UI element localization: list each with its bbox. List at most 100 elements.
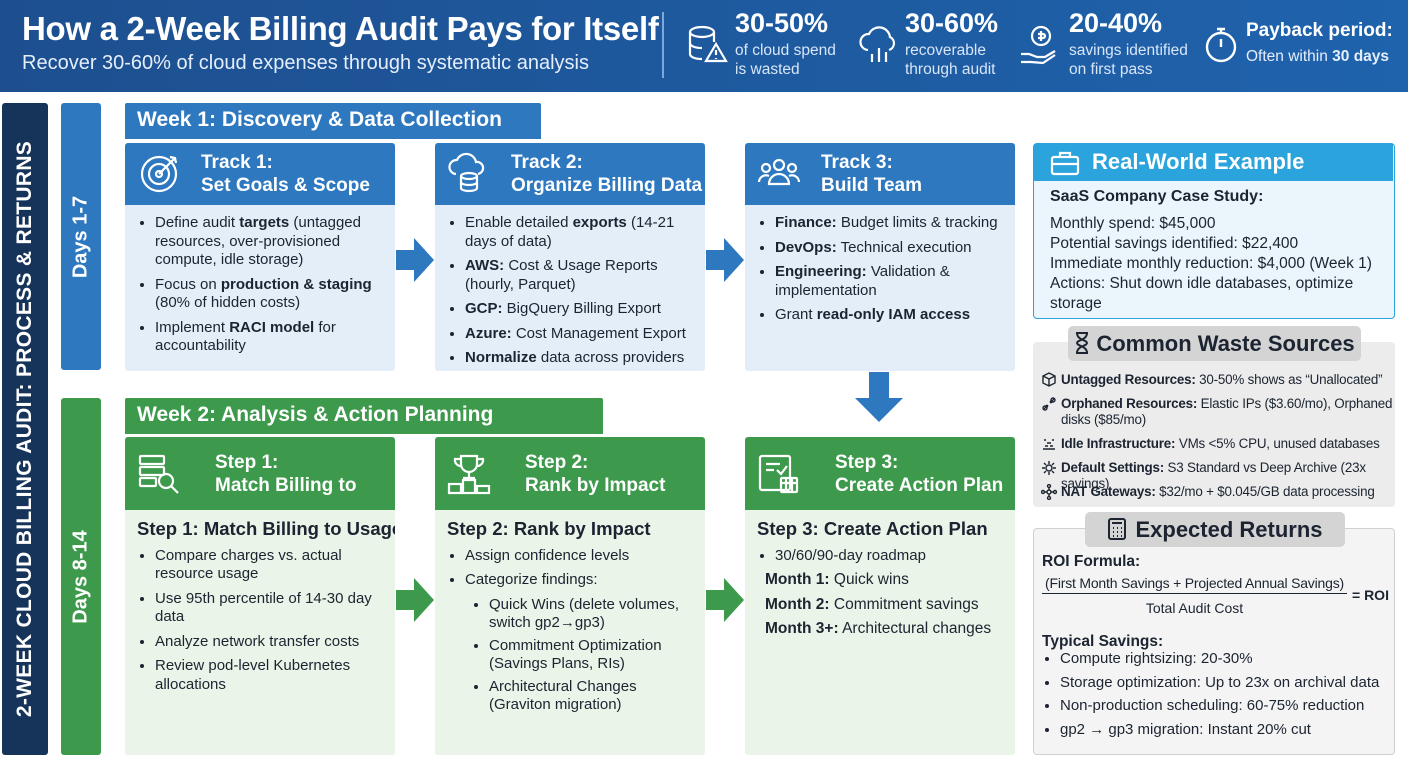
calculator-icon	[1108, 518, 1127, 540]
savings-list: Compute rightsizing: 20-30%Storage optim…	[1042, 647, 1379, 741]
database-warning-icon	[688, 25, 728, 63]
bold-run: Azure:	[465, 324, 512, 342]
text-run: BigQuery Billing Export	[502, 300, 661, 317]
sub-item: Quick Wins (delete volumes, switch gp2→g…	[489, 596, 695, 633]
bullet-item: Compare charges vs. actual resource usag…	[155, 547, 385, 584]
arrow	[396, 578, 434, 622]
bullet-item: Focus on production & staging (80% of hi…	[155, 276, 385, 313]
bullet-item: AWS: Cost & Usage Reports (hourly, Parqu…	[465, 257, 695, 294]
bullet-list: Compare charges vs. actual resource usag…	[137, 547, 385, 695]
card-header: Step 2: Rank by Impact	[435, 437, 705, 510]
card-icon	[758, 454, 799, 493]
example-line: Potential savings identified: $22,400	[1050, 235, 1299, 252]
text-run: S3 Standard vs Deep Archive (23x savings…	[1061, 460, 1366, 491]
waste-item: NAT Gateways: $32/mo + $0.045/GB data pr…	[1041, 484, 1393, 500]
stat-label: of cloud spend is wasted	[735, 42, 836, 78]
cloud-chart-icon	[859, 26, 896, 62]
bullet-item: Implement RACI model for accountability	[155, 319, 385, 356]
bold-run: DevOps:	[775, 238, 837, 256]
bold-run: Untagged Resources:	[1061, 372, 1196, 387]
bold-run: targets	[239, 214, 290, 231]
text-run: Budget limits & tracking	[836, 214, 998, 231]
text-run: Quick Wins (delete volumes, switch gp2→g…	[489, 595, 680, 632]
payback-title: Payback period:	[1246, 20, 1393, 41]
card-title: Step 1: Match Billing to	[215, 451, 356, 497]
text-run: (untagged resources, over-provisioned co…	[155, 214, 361, 268]
bold-run: Month 2:	[765, 595, 830, 613]
text-run: data across providers	[536, 349, 685, 366]
card-header: Track 2: Organize Billing Data	[435, 143, 705, 205]
text-run: Define audit	[155, 214, 240, 231]
card: Step 2: Rank by Impact Step 2: Rank by Imp…	[435, 437, 705, 755]
text-run: Technical execution	[836, 238, 972, 256]
bullet-list: Assign confidence levels Categorize findi…	[447, 547, 695, 715]
text-run: Review pod-level Kubernetes allocations	[155, 657, 351, 693]
waste-icon	[1041, 484, 1057, 500]
stat-label: recoverable through audit	[905, 42, 996, 78]
savings-item: gp2 → gp3 migration: Instant 20% cut	[1060, 718, 1379, 742]
waste-icon	[1042, 461, 1056, 475]
savings-item: Compute rightsizing: 20-30%	[1060, 647, 1379, 671]
text-run: Often within	[1246, 48, 1333, 65]
bullet-item: Grant read-only IAM access	[775, 306, 1005, 325]
text-run: Commitment Optimization (Savings Plans, …	[489, 636, 662, 673]
side-banner	[2, 103, 48, 755]
bullet-list: Finance: Budget limits & tracking DevOps:…	[757, 214, 1005, 325]
sub-item: Commitment Optimization (Savings Plans, …	[489, 637, 695, 674]
formula-numerator: (First Month Savings + Projected Annual …	[1042, 575, 1347, 594]
text-run: $32/mo + $0.045/GB data processing	[1155, 484, 1375, 499]
bullet-item: Assign confidence levels	[465, 547, 695, 566]
card-header: Step 3: Create Action Plan	[745, 437, 1015, 510]
text-run: Architectural changes	[838, 620, 992, 637]
card-name: Rank by Impact	[525, 474, 666, 496]
text-run: Implement	[155, 318, 230, 336]
waste-icon	[1042, 397, 1056, 411]
bullet-item: Normalize data across providers	[465, 349, 695, 368]
text-run: 30-50% shows as “Unallocated”	[1195, 372, 1383, 387]
bullet-item: Use 95th percentile of 14-30 day data	[155, 590, 385, 627]
text-run: 30/60/90-day roadmap	[775, 546, 926, 564]
stat-value: 30-60%	[905, 8, 999, 38]
savings-hand-icon	[1021, 25, 1056, 65]
example-lines: Monthly spend: $45,000 Potential savings …	[1050, 214, 1385, 314]
text-run: Use 95th percentile of 14-30 day data	[155, 589, 372, 626]
bold-run: read-only IAM access	[816, 306, 971, 323]
example-line: Monthly spend: $45,000	[1050, 215, 1216, 232]
arrow	[396, 238, 434, 282]
text-run: Categorize findings:	[465, 571, 598, 588]
example-title: Real-World Example	[1092, 149, 1305, 174]
text-run: Cost & Usage Reports (hourly, Parquet)	[465, 257, 658, 293]
hourglass-icon	[1076, 332, 1089, 354]
waste-item: Orphaned Resources: Elastic IPs ($3.60/m…	[1041, 396, 1393, 428]
card-body: Step 1: Match Billing to Usage Compare ch…	[125, 510, 395, 755]
card-header: Track 3: Build Team	[745, 143, 1015, 205]
text-run: Grant	[775, 306, 817, 323]
arrow	[706, 578, 744, 622]
page-subtitle: Recover 30-60% of cloud expenses through…	[22, 52, 589, 74]
arrow	[855, 372, 903, 422]
card-body: Enable detailed exports (14-21 days of d…	[435, 205, 705, 371]
card-body: Finance: Budget limits & tracking DevOps:…	[745, 205, 1015, 371]
waste-box: Untagged Resources: 30-50% shows as “Una…	[1033, 342, 1395, 507]
bullet-item: Engineering: Validation & implementation	[775, 263, 1005, 300]
text-run: (14-21 days of data)	[465, 214, 675, 250]
text-run: Architectural Changes (Graviton migratio…	[489, 677, 637, 714]
sub-list: Quick Wins (delete volumes, switch gp2→g…	[465, 596, 695, 715]
stat-label: savings identified on first pass	[1069, 42, 1188, 78]
savings-item: Storage optimization: Up to 23x on archi…	[1060, 671, 1379, 695]
stat-value: 20-40%	[1069, 8, 1163, 38]
sub-item: Architectural Changes (Graviton migratio…	[489, 678, 695, 715]
text-run: VMs <5% CPU, unused databases	[1175, 436, 1380, 451]
card-body: Define audit targets (untagged resources…	[125, 205, 395, 371]
stopwatch-icon	[1205, 27, 1237, 63]
text-run: Assign confidence levels	[465, 546, 630, 564]
card-body: Step 2: Rank by Impact Assign confidence …	[435, 510, 705, 755]
card-title: Step 2: Rank by Impact	[525, 451, 665, 497]
card-icon	[140, 155, 178, 193]
card-label: Step 2:	[525, 451, 589, 473]
bullet-item: Azure: Cost Management Export	[465, 325, 695, 344]
week1-tab: Week 1: Discovery & Data Collection	[125, 103, 541, 139]
bullet-item: Review pod-level Kubernetes allocations	[155, 657, 385, 694]
